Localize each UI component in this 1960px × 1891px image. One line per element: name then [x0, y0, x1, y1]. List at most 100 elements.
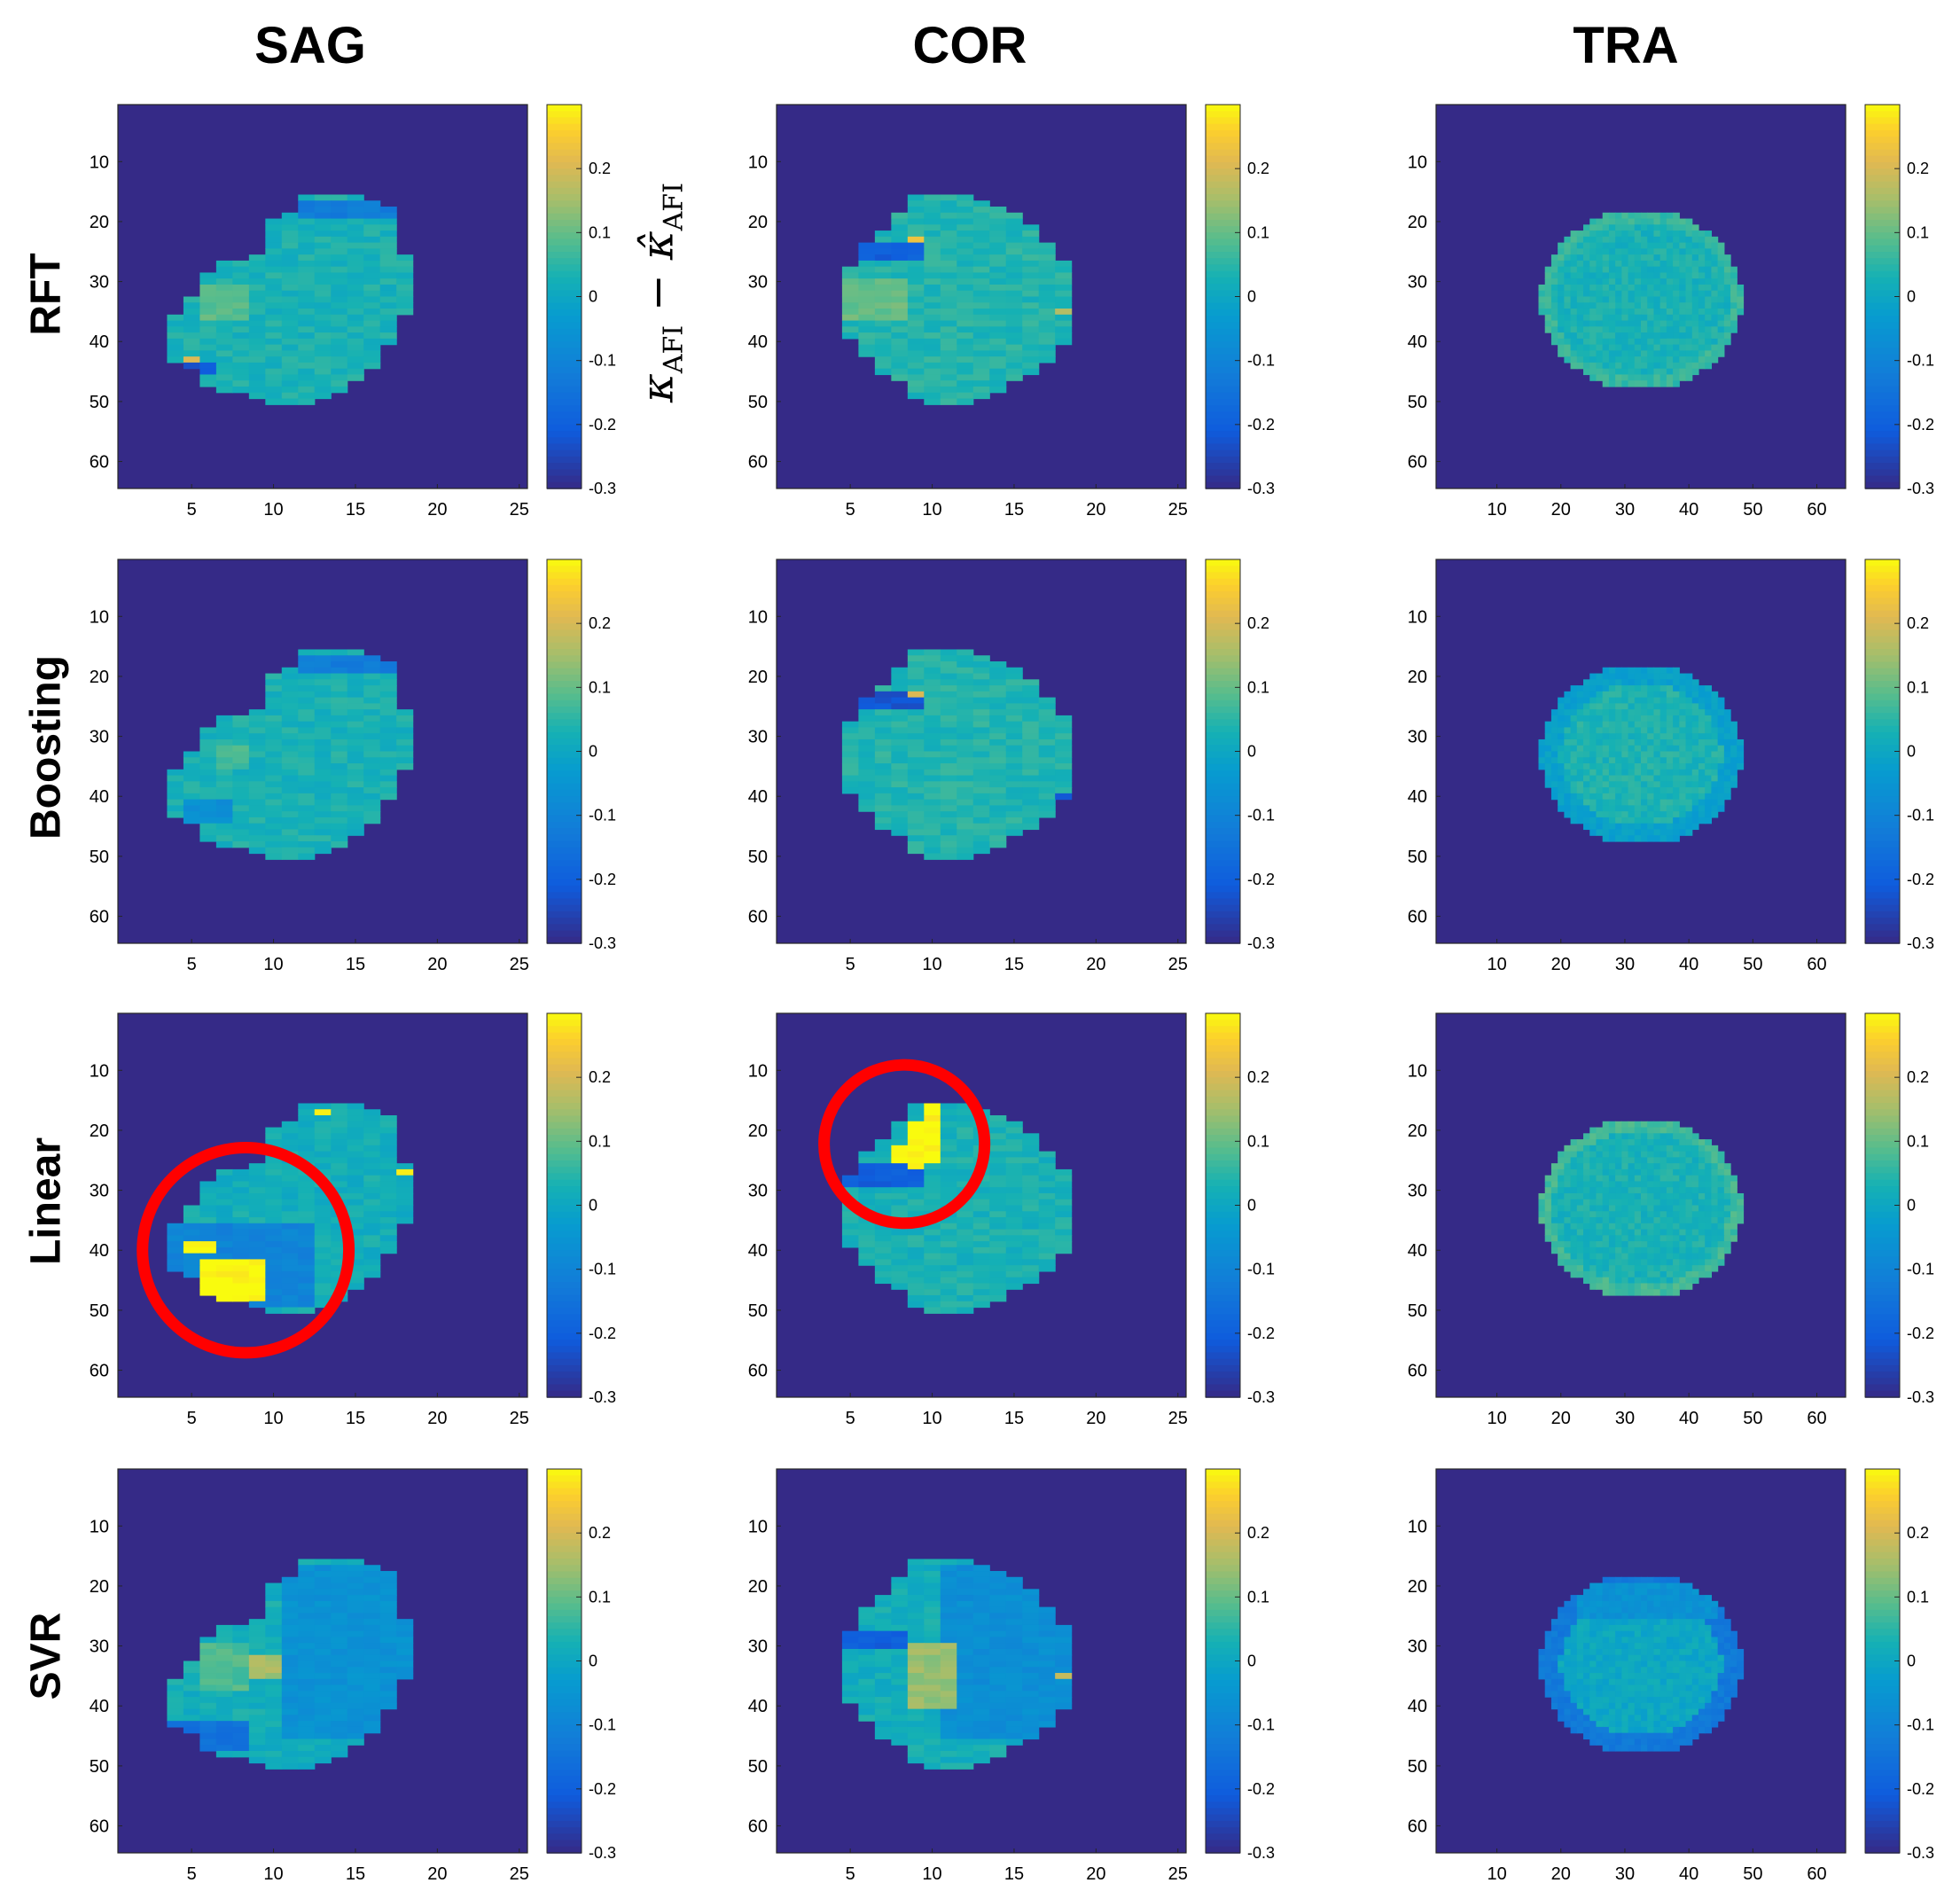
heatmap-cell [924, 368, 941, 376]
heatmap-cell [989, 356, 1007, 363]
heatmap-cell [379, 248, 397, 255]
heatmap-cell [1615, 380, 1622, 387]
heatmap-cell [1647, 769, 1655, 777]
heatmap-cell [363, 332, 381, 340]
heatmap-cell [298, 655, 316, 662]
heatmap-cell [924, 733, 941, 740]
colorbar-segment [1865, 668, 1900, 676]
heatmap-cell [248, 799, 266, 806]
heatmap-cell [1685, 368, 1693, 376]
colorbar-segment [547, 1115, 582, 1123]
heatmap-cell [1717, 703, 1725, 710]
heatmap-cell [281, 691, 299, 699]
heatmap-cell [1679, 338, 1687, 346]
heatmap-cell [841, 769, 859, 777]
heatmap-cell [1641, 703, 1648, 710]
heatmap-cell [314, 309, 332, 316]
heatmap-cell [874, 751, 892, 758]
heatmap-cell [1621, 332, 1629, 340]
heatmap-cell [1685, 1205, 1693, 1212]
colorbar-segment [1865, 322, 1900, 330]
heatmap-cell [363, 309, 381, 316]
colorbar-tick-label: 0 [1247, 743, 1256, 761]
heatmap-cell [314, 1294, 332, 1302]
colorbar-segment [1865, 316, 1900, 324]
heatmap-cell [232, 1235, 250, 1242]
heatmap-cell [363, 661, 381, 668]
heatmap-cell [265, 727, 283, 734]
heatmap-cell [331, 1259, 348, 1266]
heatmap-cell [989, 236, 1007, 244]
heatmap-cell [232, 835, 250, 842]
heatmap-cell [265, 1168, 283, 1176]
heatmap-cell [1558, 733, 1565, 740]
heatmap-cell [1641, 302, 1648, 309]
heatmap-cell [924, 1115, 941, 1122]
heatmap-cell [1705, 775, 1713, 782]
heatmap-cell [891, 1163, 909, 1170]
heatmap-cell [1602, 691, 1610, 699]
heatmap-cell [396, 1168, 414, 1176]
heatmap-cell [1647, 697, 1655, 704]
heatmap-cell [1005, 793, 1023, 801]
heatmap-cell [1634, 380, 1642, 387]
heatmap-cell [265, 374, 283, 381]
heatmap-cell [1705, 350, 1713, 357]
heatmap-cell [1544, 1175, 1552, 1183]
heatmap-cell [858, 1199, 876, 1207]
heatmap-cell [858, 781, 876, 788]
heatmap-cell [215, 805, 233, 812]
heatmap-cell [167, 350, 184, 357]
heatmap-cell [891, 350, 909, 357]
heatmap-cell [957, 1205, 974, 1212]
heatmap-cell [314, 380, 332, 387]
heatmap-cell [347, 763, 364, 770]
colorbar-segment [1865, 713, 1900, 721]
heatmap-cell [1685, 1181, 1693, 1188]
heatmap-cell [841, 1181, 859, 1188]
heatmap-cell [215, 829, 233, 836]
heatmap-cell [363, 1151, 381, 1158]
heatmap-cell [1538, 309, 1546, 316]
heatmap-cell [891, 1151, 909, 1158]
heatmap-cell [363, 1259, 381, 1266]
heatmap-cell [1544, 1229, 1552, 1236]
heatmap-cell [232, 727, 250, 734]
heatmap-cell [972, 1205, 990, 1212]
x-tick-label: 20 [1086, 955, 1105, 974]
heatmap-cell [989, 829, 1007, 836]
heatmap-cell [1691, 745, 1699, 753]
heatmap-cell [1608, 1175, 1616, 1183]
heatmap-cell [1723, 1181, 1731, 1188]
heatmap-cell [1685, 326, 1693, 333]
heatmap-cell [891, 721, 909, 729]
heatmap-cell [924, 1151, 941, 1158]
heatmap-cell [1544, 272, 1552, 279]
heatmap-cell [1628, 685, 1636, 692]
colorbar-segment [1206, 738, 1240, 746]
colorbar-segment [547, 840, 582, 848]
heatmap-cell [331, 1181, 348, 1188]
heatmap-cell [924, 1289, 941, 1296]
heatmap-cell [1698, 344, 1706, 351]
heatmap-cell [1723, 709, 1731, 716]
x-tick-label: 10 [1487, 955, 1506, 974]
heatmap-cell [347, 1157, 364, 1164]
heatmap-cell [957, 661, 974, 668]
heatmap-cell [363, 338, 381, 346]
heatmap-cell [199, 1192, 217, 1200]
heatmap-cell [199, 278, 217, 285]
heatmap-cell [1570, 721, 1578, 729]
heatmap-cell [1583, 1163, 1590, 1170]
heatmap-cell [1589, 326, 1597, 333]
heatmap-cell [1634, 757, 1642, 764]
heatmap-cell [957, 1235, 974, 1242]
heatmap-cell [1621, 1211, 1629, 1218]
heatmap-cell [331, 1246, 348, 1254]
heatmap-cell [1570, 763, 1578, 770]
heatmap-cell [1673, 1133, 1680, 1140]
heatmap-cell [989, 344, 1007, 351]
heatmap-cell [1564, 811, 1572, 818]
heatmap-cell [1570, 1168, 1578, 1176]
